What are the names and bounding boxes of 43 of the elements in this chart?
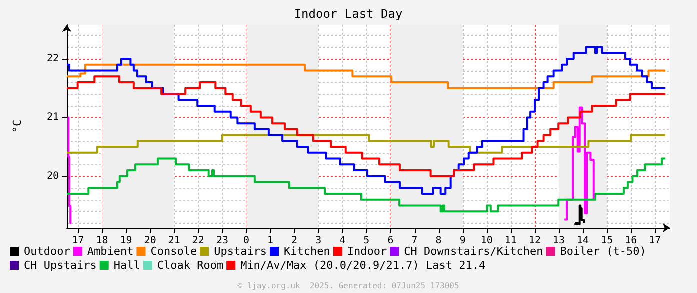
x-tick-label: 15: [601, 236, 614, 246]
x-tick-label: 16: [625, 236, 638, 246]
legend-label: CH Downstairs/Kitchen: [404, 245, 544, 258]
x-tick-label: 9: [460, 236, 466, 246]
x-tick-label: 17: [72, 236, 84, 246]
x-tick-label: 18: [96, 236, 108, 246]
x-tick-label: 12: [528, 236, 541, 246]
legend-label: Min/Av/Max (20.0/20.9/21.7) Last 21.4: [240, 259, 486, 272]
legend-label: CH Upstairs: [24, 259, 97, 272]
x-tick-label: 14: [577, 236, 590, 246]
x-tick-label: 17: [649, 236, 662, 246]
legend-label: Outdoor: [24, 245, 71, 258]
y-axis-title: °C: [11, 120, 24, 134]
x-tick-label: 22: [192, 236, 204, 246]
y-tick-label: 21: [46, 112, 59, 124]
x-tick-label: 0: [243, 236, 250, 246]
x-tick-label: 21: [168, 236, 180, 246]
x-tick-label: 8: [436, 236, 442, 246]
text: © ljay.org.uk 2025. Generated: 07Jun25 173005: [238, 282, 460, 290]
x-tick-label: 20: [144, 236, 156, 246]
x-tick-label: 4: [340, 236, 346, 246]
legend-label: Upstairs: [214, 245, 268, 258]
x-tick-label: 23: [216, 236, 228, 246]
legend-label: Boiler (t-50): [560, 245, 646, 258]
x-tick-label: 11: [504, 236, 517, 246]
legend-label: Hall: [114, 259, 140, 272]
legend-label: Ambient: [87, 245, 134, 258]
y-tick-label: 20: [46, 170, 59, 182]
chart-title: Indoor Last Day: [294, 7, 403, 21]
x-tick-label: 2: [292, 236, 298, 246]
x-tick-label: 6: [388, 236, 394, 246]
y-tick-label: 22: [46, 54, 59, 65]
x-tick-label: 3: [316, 236, 322, 246]
x-tick-label: 7: [412, 236, 418, 246]
x-tick-label: 10: [480, 236, 493, 246]
x-tick-label: 13: [552, 236, 566, 246]
x-tick-label: 1: [268, 236, 274, 246]
x-tick-label: 19: [120, 236, 132, 246]
legend-label: Indoor: [347, 245, 388, 258]
legend-label: Console: [150, 245, 198, 258]
legend-label: Kitchen: [284, 245, 330, 258]
x-tick-label: 5: [364, 236, 370, 246]
legend-label: Cloak Room: [157, 259, 224, 272]
